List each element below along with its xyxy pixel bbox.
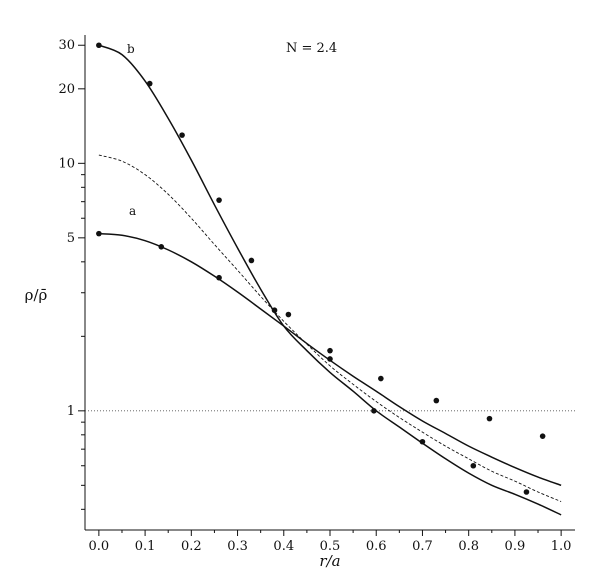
series-a-point [158, 243, 165, 250]
x-tick-label: 0.3 [227, 539, 248, 554]
x-tick-label: 0.4 [273, 539, 294, 554]
y-tick-label: 10 [58, 156, 75, 171]
series-a-point [378, 375, 384, 382]
series-b-point [523, 489, 530, 495]
x-tick-label: 0.8 [458, 539, 479, 554]
x-tick-label: 0.9 [505, 539, 526, 554]
x-axis-title: r/a [319, 552, 340, 570]
series-a-point [486, 415, 493, 422]
y-ticks: 1 5 10 20 30 [58, 38, 85, 510]
x-tick-label: 1.0 [551, 539, 572, 554]
marker-layer [96, 42, 546, 495]
series-b-point [419, 438, 426, 445]
axes [84, 35, 575, 531]
series-b-point [216, 197, 222, 203]
series-b-point [371, 408, 377, 414]
series-b-point [96, 42, 102, 49]
x-tick-label: 0.2 [181, 539, 202, 554]
series-b-point [327, 356, 333, 362]
x-tick-label: 0.6 [366, 539, 387, 554]
y-tick-label: 5 [67, 231, 75, 246]
series-b-point [179, 132, 185, 138]
x-tick-label: 0.1 [135, 539, 156, 554]
curve-a-label: a [129, 204, 136, 218]
y-tick-label: 30 [58, 38, 75, 53]
series-a-point [327, 347, 333, 354]
y-tick-label: 1 [67, 404, 75, 419]
series-b-point [470, 462, 477, 469]
annotation-n: N = 2.4 [286, 41, 337, 56]
x-tick-label: 0.5 [320, 539, 341, 554]
series-b-point [146, 80, 153, 87]
series-a-point [433, 397, 440, 404]
series-a-point [271, 307, 278, 314]
x-tick-label: 0.7 [412, 539, 433, 554]
series-b-point [285, 311, 292, 318]
x-tick-label: 0.0 [89, 539, 110, 554]
series-b-point [248, 257, 255, 264]
y-tick-label: 20 [58, 82, 75, 97]
x-ticks: 0.0 0.1 0.2 0.3 0.4 0.5 0.6 0.7 0.8 0.9 1.0 [89, 530, 572, 554]
series-dashed-line [98, 154, 562, 502]
y-axis-title: ρ/ρ̄ [25, 286, 48, 304]
curve-b-label: b [127, 42, 135, 56]
series-a-point [539, 433, 546, 439]
series-b-line [98, 44, 562, 516]
series-a-point [96, 230, 102, 237]
series-layer [98, 44, 562, 516]
series-a-point [216, 274, 222, 281]
